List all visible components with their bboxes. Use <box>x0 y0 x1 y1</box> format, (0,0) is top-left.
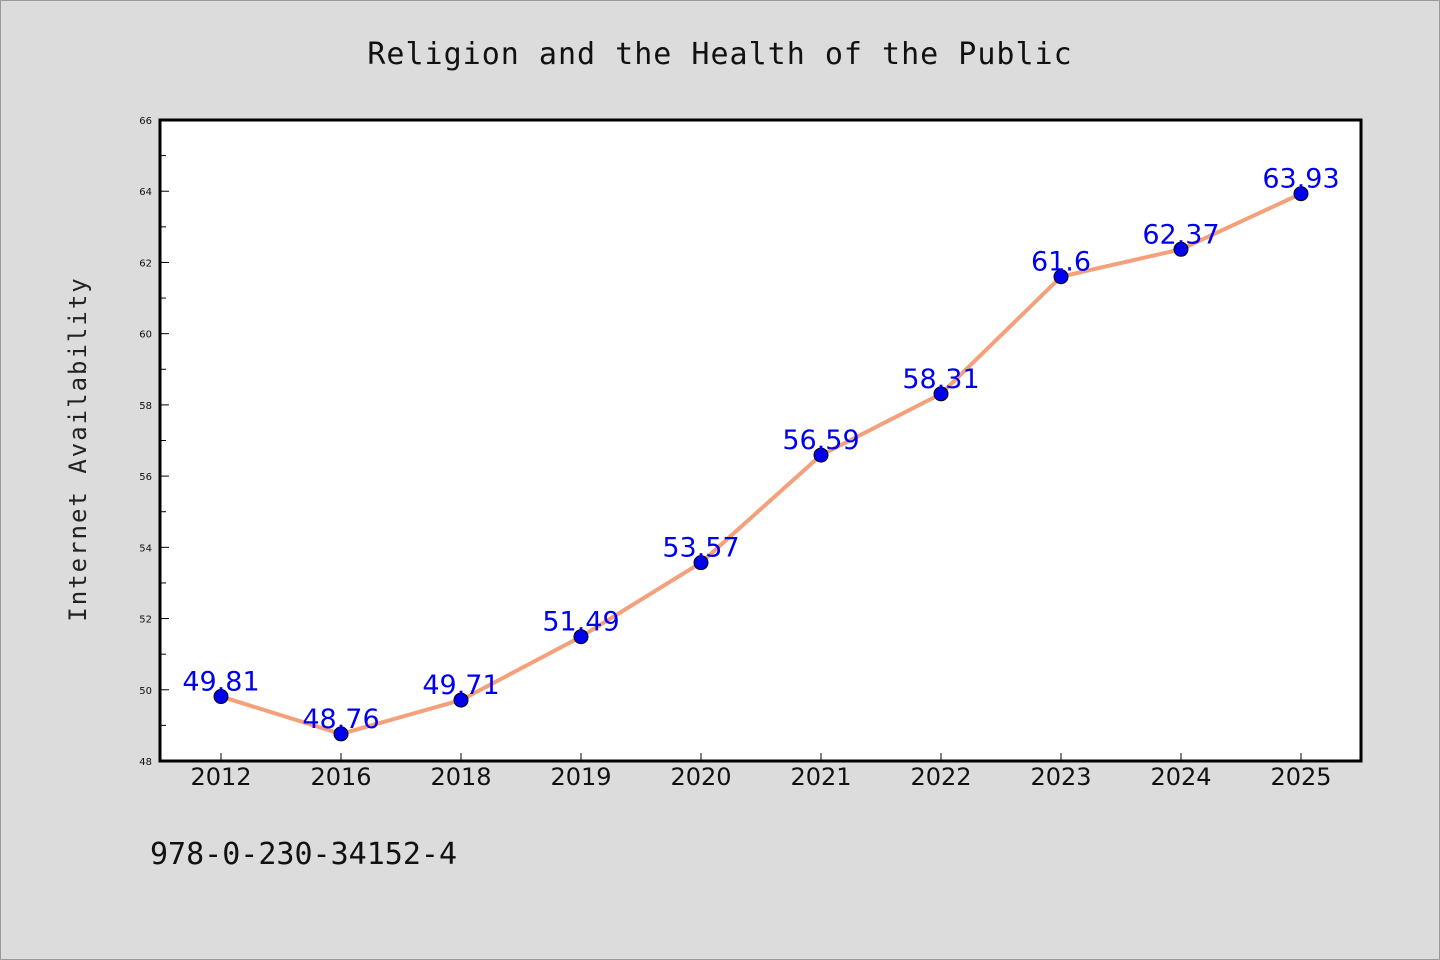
data-point <box>1173 241 1189 257</box>
y-tick-label: 66 <box>139 116 152 127</box>
data-point <box>1053 269 1069 285</box>
data-label: 49.81 <box>182 667 259 698</box>
data-label: 49.71 <box>422 670 499 701</box>
data-labels: 49.81 48.76 49.71 51.49 53.57 56.59 58.31 61.6 6… <box>182 164 1339 735</box>
y-tick-label: 56 <box>139 472 152 483</box>
x-tick-label: 2020 <box>670 763 731 791</box>
data-point <box>693 555 709 571</box>
y-tick-label: 52 <box>139 615 152 626</box>
x-tick-label: 2023 <box>1030 763 1091 791</box>
x-tick-label: 2024 <box>1150 763 1211 791</box>
x-tick-label: 2021 <box>790 763 851 791</box>
data-label: 62.37 <box>1142 219 1219 250</box>
data-label: 48.76 <box>302 704 379 735</box>
x-tick-label: 2018 <box>430 763 491 791</box>
plot-frame <box>158 118 1363 763</box>
data-label: 56.59 <box>782 425 859 456</box>
y-tick-label: 50 <box>139 686 152 697</box>
y-tick-label: 58 <box>139 401 152 412</box>
data-point <box>933 386 949 402</box>
data-point <box>813 447 829 463</box>
x-tick-label: 2025 <box>1270 763 1331 791</box>
y-axis-label: Internet Availability <box>64 276 92 621</box>
data-point <box>573 629 589 645</box>
data-label: 51.49 <box>542 607 619 638</box>
data-point <box>213 689 229 705</box>
data-point <box>333 726 349 742</box>
data-label: 63.93 <box>1262 164 1339 195</box>
x-axis: 2012 2016 2018 2019 2020 2021 2022 2023 2024 2025 <box>190 753 1332 791</box>
series-line-group <box>213 186 1309 742</box>
y-tick-label: 62 <box>139 258 152 269</box>
y-tick-label: 54 <box>139 543 152 554</box>
x-tick-label: 2012 <box>190 763 251 791</box>
y-tick-label: 64 <box>139 187 152 198</box>
data-label: 58.31 <box>902 364 979 395</box>
y-tick-label: 60 <box>139 330 152 341</box>
x-tick-label: 2022 <box>910 763 971 791</box>
plot-area <box>160 120 1361 761</box>
series-line <box>219 191 1303 736</box>
chart-title: Religion and the Health of the Public <box>367 37 1072 72</box>
data-point <box>453 692 469 708</box>
x-tick-label: 2019 <box>550 763 611 791</box>
data-label: 61.6 <box>1031 247 1091 278</box>
y-tick-label: 48 <box>139 757 152 768</box>
x-tick-label: 2016 <box>310 763 371 791</box>
isbn-text: 978-0-230-34152-4 <box>150 837 457 872</box>
data-point <box>1293 186 1309 202</box>
data-label: 53.57 <box>662 533 739 564</box>
